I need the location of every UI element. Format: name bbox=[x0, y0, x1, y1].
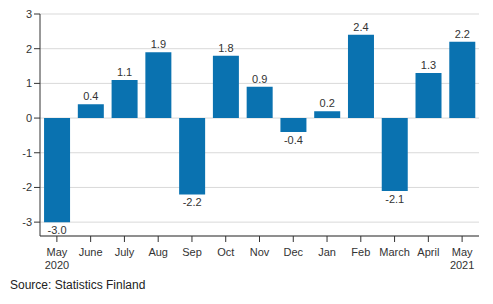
svg-text:0.2: 0.2 bbox=[320, 97, 335, 109]
svg-text:Feb: Feb bbox=[351, 246, 370, 258]
svg-text:3: 3 bbox=[26, 8, 32, 20]
svg-text:-3: -3 bbox=[22, 216, 32, 228]
svg-text:1.1: 1.1 bbox=[117, 66, 132, 78]
svg-text:-0.4: -0.4 bbox=[284, 134, 303, 146]
svg-text:March: March bbox=[379, 246, 410, 258]
svg-text:-2.2: -2.2 bbox=[183, 196, 202, 208]
svg-text:1.3: 1.3 bbox=[421, 59, 436, 71]
svg-text:May2021: May2021 bbox=[450, 246, 474, 270]
svg-text:Oct: Oct bbox=[217, 246, 234, 258]
svg-text:-2.1: -2.1 bbox=[385, 193, 404, 205]
svg-text:-3.0: -3.0 bbox=[48, 224, 67, 236]
svg-text:Sep: Sep bbox=[182, 246, 202, 258]
html-text:Source: Statistics Finland: Source: Statistics Finland bbox=[10, 278, 146, 292]
svg-text:Dec: Dec bbox=[283, 246, 303, 258]
svg-text:1: 1 bbox=[26, 77, 32, 89]
svg-text:June: June bbox=[79, 246, 103, 258]
svg-text:April: April bbox=[417, 246, 439, 258]
svg-text:-1: -1 bbox=[22, 147, 32, 159]
svg-text:0.4: 0.4 bbox=[83, 90, 98, 102]
svg-text:Nov: Nov bbox=[250, 246, 270, 258]
svg-text:Aug: Aug bbox=[148, 246, 168, 258]
svg-text:July: July bbox=[115, 246, 135, 258]
svg-text:1.9: 1.9 bbox=[151, 38, 166, 50]
svg-text:2.2: 2.2 bbox=[455, 28, 470, 40]
svg-text:0: 0 bbox=[26, 112, 32, 124]
svg-text:May2020: May2020 bbox=[45, 246, 69, 270]
svg-text:1.8: 1.8 bbox=[218, 42, 233, 54]
svg-text:2: 2 bbox=[26, 43, 32, 55]
svg-text:2.4: 2.4 bbox=[353, 21, 368, 33]
svg-text:Jan: Jan bbox=[318, 246, 336, 258]
svg-text:-2: -2 bbox=[22, 181, 32, 193]
svg-text:0.9: 0.9 bbox=[252, 73, 267, 85]
